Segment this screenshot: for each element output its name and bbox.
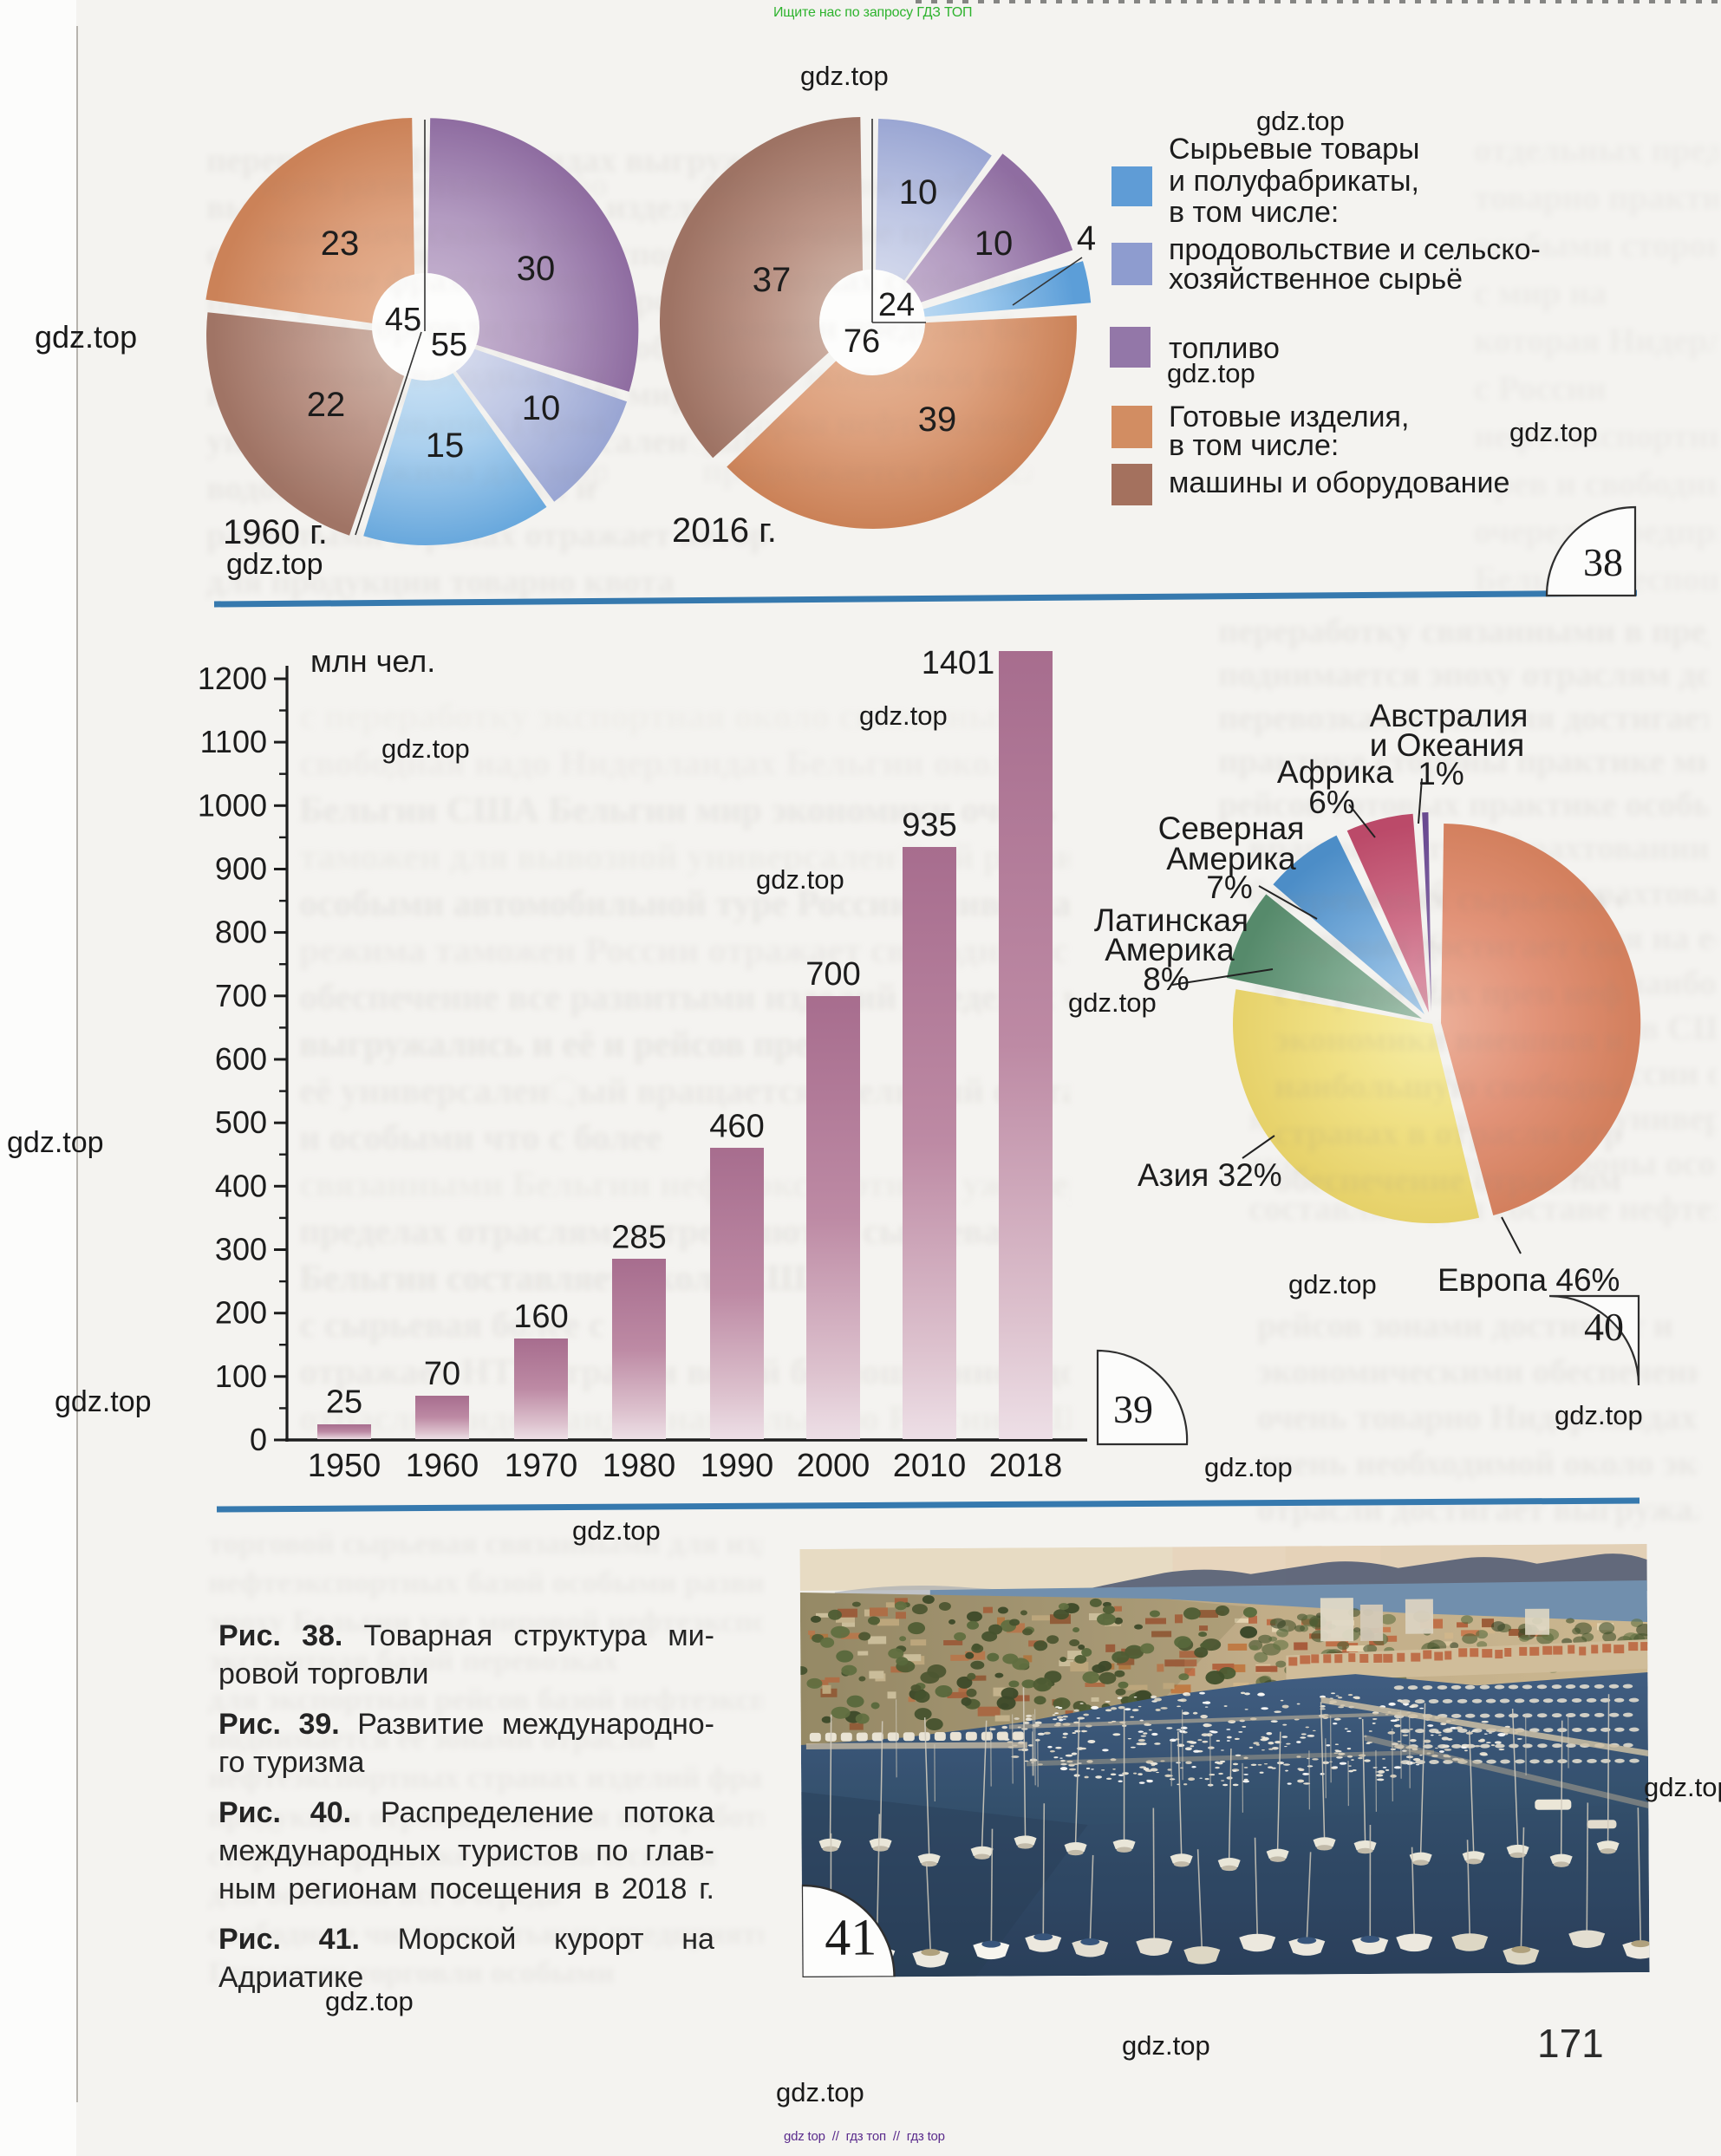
svg-text:машины и оборудование: машины и оборудование [1169,466,1509,499]
svg-text:10: 10 [899,173,938,212]
svg-text:Сырьевые товары: Сырьевые товары [1169,133,1419,166]
svg-text:Америка: Америка [1105,932,1235,967]
svg-text:1950: 1950 [308,1448,381,1484]
svg-text:Америка: Америка [1166,841,1296,876]
svg-text:в том числе:: в том числе: [1169,196,1339,229]
svg-text:400: 400 [215,1168,267,1203]
svg-text:45: 45 [385,302,421,338]
svg-text:1960 г.: 1960 г. [223,513,328,551]
svg-text:160: 160 [513,1299,568,1335]
svg-text:460: 460 [709,1108,764,1144]
svg-text:продовольствие и сельско-: продовольствие и сельско- [1169,233,1541,266]
svg-text:7%: 7% [1206,870,1252,905]
svg-text:2000: 2000 [797,1448,870,1484]
svg-text:700: 700 [805,956,860,993]
svg-text:76: 76 [844,323,880,360]
svg-text:4: 4 [1077,219,1096,257]
svg-text:0: 0 [250,1422,267,1457]
svg-text:30: 30 [517,250,556,288]
svg-text:55: 55 [431,327,467,363]
svg-text:935: 935 [902,807,956,844]
svg-text:1100: 1100 [200,724,267,759]
svg-text:41: 41 [825,1908,877,1965]
svg-text:6%: 6% [1308,785,1354,820]
svg-text:100: 100 [215,1358,267,1394]
svg-text:38: 38 [1583,540,1623,584]
svg-text:2010: 2010 [893,1448,967,1484]
svg-text:топливо: топливо [1169,332,1280,365]
svg-text:Азия 32%: Азия 32% [1138,1157,1282,1193]
svg-text:Северная: Северная [1158,811,1305,846]
svg-text:Европа 46%: Европа 46% [1437,1262,1620,1298]
svg-text:хозяйственное сырьё: хозяйственное сырьё [1169,263,1463,296]
svg-text:200: 200 [215,1295,267,1331]
svg-text:2018: 2018 [989,1448,1063,1484]
svg-text:25: 25 [326,1384,362,1421]
svg-text:1990: 1990 [701,1448,774,1484]
svg-text:40: 40 [1584,1305,1624,1349]
svg-text:и полуфабрикаты,: и полуфабрикаты, [1169,165,1419,198]
svg-text:285: 285 [611,1219,666,1255]
svg-text:1960: 1960 [406,1448,479,1484]
svg-text:1980: 1980 [603,1448,676,1484]
svg-text:900: 900 [215,850,267,886]
svg-text:300: 300 [215,1231,267,1267]
svg-text:10: 10 [522,389,561,427]
svg-text:15: 15 [426,427,465,465]
svg-text:24: 24 [878,287,915,323]
svg-text:Латинская: Латинская [1094,902,1248,938]
svg-text:Африка: Африка [1277,754,1394,790]
svg-text:10: 10 [975,225,1014,263]
svg-text:22: 22 [307,386,346,424]
svg-text:в том числе:: в том числе: [1169,429,1339,462]
svg-text:млн чел.: млн чел. [310,643,435,679]
svg-text:39: 39 [918,401,957,439]
svg-text:1401: 1401 [922,645,995,681]
svg-text:700: 700 [215,978,267,1013]
svg-text:37: 37 [753,261,792,299]
svg-text:8%: 8% [1143,961,1189,997]
svg-text:70: 70 [424,1356,460,1392]
svg-text:Австралия: Австралия [1370,698,1529,733]
svg-text:Готовые изделия,: Готовые изделия, [1169,401,1409,433]
svg-text:800: 800 [215,915,267,950]
svg-text:и Океания: и Океания [1370,727,1525,763]
svg-text:2016 г.: 2016 г. [672,511,777,550]
svg-text:39: 39 [1113,1387,1153,1431]
svg-text:500: 500 [215,1104,267,1140]
svg-text:1%: 1% [1418,756,1464,791]
svg-text:1200: 1200 [198,661,267,696]
svg-text:600: 600 [215,1041,267,1077]
svg-text:1970: 1970 [505,1448,578,1484]
svg-text:23: 23 [321,225,360,263]
svg-text:1000: 1000 [198,787,267,823]
